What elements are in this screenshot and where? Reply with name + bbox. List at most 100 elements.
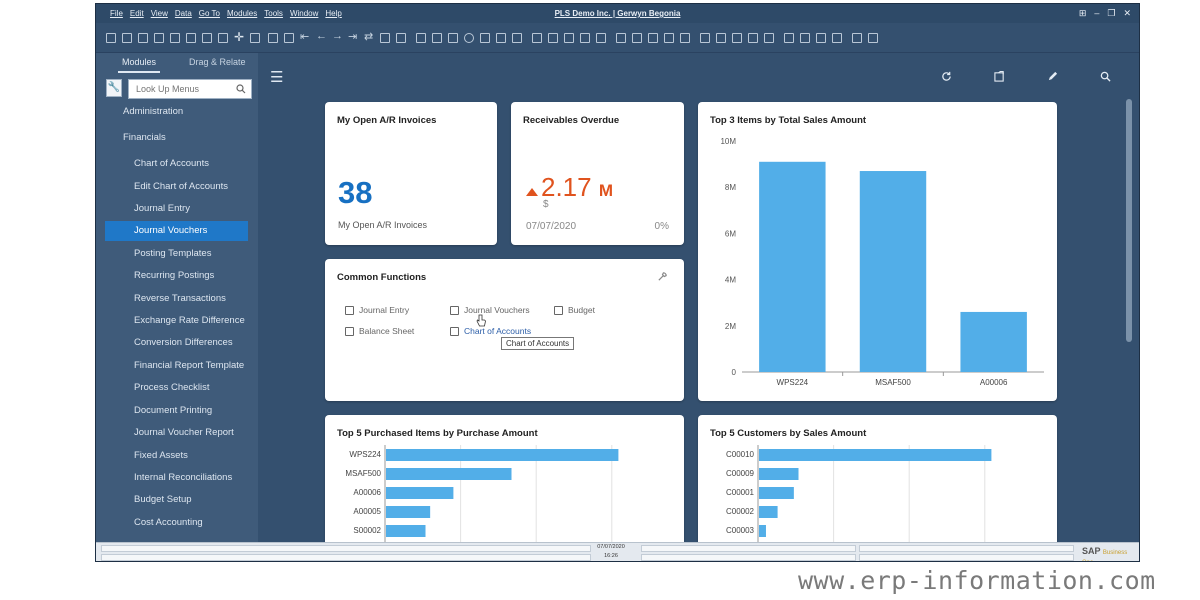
nav-administration[interactable]: Administration [123, 106, 184, 117]
nav-journal-entry[interactable]: Journal Entry [134, 203, 190, 214]
word-icon[interactable] [202, 33, 212, 43]
toolbar-icon[interactable] [648, 33, 658, 43]
tab-drag-relate[interactable]: Drag & Relate [189, 57, 246, 67]
wrench-icon[interactable]: 🔧 [106, 79, 122, 97]
print-preview-icon[interactable] [138, 33, 148, 43]
toolbar-icon[interactable] [496, 33, 506, 43]
toolbar-icon[interactable] [716, 33, 726, 43]
pdf-icon[interactable] [218, 33, 228, 43]
toolbar-icon[interactable] [170, 33, 180, 43]
receivables-overdue-card[interactable]: Receivables Overdue 2.17 M $ 07/07/2020 … [511, 102, 684, 245]
top3-items-card[interactable]: Top 3 Items by Total Sales Amount 0 2M 4M 6… [698, 102, 1057, 401]
menu-data[interactable]: Data [174, 9, 192, 18]
function-balance-sheet[interactable]: Balance Sheet [345, 326, 414, 336]
refresh-icon[interactable]: ⇄ [364, 31, 374, 43]
wrench-icon[interactable] [657, 271, 668, 282]
toolbar-icon[interactable] [764, 33, 774, 43]
toolbar-icon[interactable] [852, 33, 862, 43]
toolbar-icon[interactable] [732, 33, 742, 43]
nav-journal-vouchers[interactable]: Journal Vouchers [105, 221, 248, 241]
hamburger-menu-icon[interactable]: ☰ [270, 69, 284, 86]
nav-journal-voucher-report[interactable]: Journal Voucher Report [134, 427, 234, 438]
nav-edit-chart-of-accounts[interactable]: Edit Chart of Accounts [134, 181, 228, 192]
nav-internal-reconciliations[interactable]: Internal Reconciliations [134, 472, 233, 483]
nav-conversion-differences[interactable]: Conversion Differences [134, 337, 233, 348]
toolbar-icon[interactable] [784, 33, 794, 43]
move-icon[interactable]: ✛ [234, 30, 245, 44]
menu-modules[interactable]: Modules [227, 9, 258, 18]
menu-view[interactable]: View [150, 9, 168, 18]
toolbar-icon[interactable] [832, 33, 842, 43]
last-record-icon[interactable]: ⇥ [348, 31, 358, 43]
toolbar-icon[interactable] [580, 33, 590, 43]
toolbar-icon[interactable] [532, 33, 542, 43]
function-journal-entry[interactable]: Journal Entry [345, 305, 409, 315]
tab-modules[interactable]: Modules [117, 57, 161, 73]
top5-customers-card[interactable]: Top 5 Customers by Sales Amount C00010 C0… [698, 415, 1057, 542]
toolbar-icon[interactable] [380, 33, 390, 43]
toolbar-icon[interactable] [284, 33, 294, 43]
nav-document-printing[interactable]: Document Printing [134, 405, 213, 416]
refresh-icon[interactable] [941, 71, 952, 82]
nav-process-checklist[interactable]: Process Checklist [134, 382, 210, 393]
toolbar-icon[interactable] [106, 33, 116, 43]
toolbar-icon[interactable] [268, 33, 278, 43]
next-record-icon[interactable]: → [332, 30, 343, 42]
function-budget[interactable]: Budget [554, 305, 595, 315]
toolbar-icon[interactable] [632, 33, 642, 43]
nav-recurring-postings[interactable]: Recurring Postings [134, 270, 215, 281]
search-icon[interactable] [1100, 71, 1111, 82]
toolbar-icon[interactable] [480, 33, 490, 43]
vertical-scrollbar[interactable] [1126, 99, 1132, 342]
nav-posting-templates[interactable]: Posting Templates [134, 248, 212, 259]
previous-record-icon[interactable]: ← [316, 30, 327, 42]
toolbar-icon[interactable] [448, 33, 458, 43]
common-functions-card[interactable]: Common Functions Journal Entry Journal V… [325, 259, 684, 401]
toolbar-icon[interactable] [596, 33, 606, 43]
toolbar-icon[interactable] [800, 33, 810, 43]
nav-fixed-assets[interactable]: Fixed Assets [134, 450, 188, 461]
restore-icon[interactable]: ❐ [1107, 8, 1116, 18]
print-icon[interactable] [122, 33, 132, 43]
toolbar-icon[interactable] [416, 33, 426, 43]
lookup-menus-input[interactable] [129, 80, 229, 98]
nav-financials[interactable]: Financials [123, 132, 166, 143]
nav-chart-of-accounts[interactable]: Chart of Accounts [134, 158, 209, 169]
toolbar-icon[interactable] [816, 33, 826, 43]
function-chart-of-accounts[interactable]: Chart of Accounts [450, 326, 531, 336]
toolbar-icon[interactable] [616, 33, 626, 43]
grid-icon[interactable]: ⊞ [1078, 8, 1087, 18]
close-icon[interactable]: ✕ [1123, 8, 1131, 18]
nav-budget-setup[interactable]: Budget Setup [134, 494, 192, 505]
top5-purchased-card[interactable]: Top 5 Purchased Items by Purchase Amount… [325, 415, 684, 542]
toolbar-icon[interactable] [700, 33, 710, 43]
minimize-icon[interactable]: – [1094, 8, 1100, 18]
cockpit-icon[interactable] [994, 71, 1005, 82]
function-journal-vouchers[interactable]: Journal Vouchers [450, 305, 530, 315]
menu-tools[interactable]: Tools [264, 9, 283, 18]
toolbar-icon[interactable] [664, 33, 674, 43]
toolbar-icon[interactable] [680, 33, 690, 43]
edit-pencil-icon[interactable] [1047, 71, 1058, 82]
toolbar-icon[interactable] [396, 33, 406, 43]
nav-exchange-rate-difference[interactable]: Exchange Rate Difference [134, 315, 245, 326]
toolbar-icon[interactable] [748, 33, 758, 43]
menu-file[interactable]: File [110, 9, 123, 18]
menu-help[interactable]: Help [325, 9, 342, 18]
toolbar-icon[interactable] [548, 33, 558, 43]
first-record-icon[interactable]: ⇤ [300, 31, 310, 43]
nav-reverse-transactions[interactable]: Reverse Transactions [134, 293, 226, 304]
search-icon[interactable] [236, 84, 246, 94]
menu-edit[interactable]: Edit [129, 9, 144, 18]
menu-goto[interactable]: Go To [198, 9, 220, 18]
email-icon[interactable] [154, 33, 164, 43]
toolbar-icon[interactable] [512, 33, 522, 43]
nav-financial-report-template[interactable]: Financial Report Template [134, 360, 245, 371]
menu-window[interactable]: Window [289, 9, 319, 18]
excel-icon[interactable] [186, 33, 196, 43]
open-ar-invoices-card[interactable]: My Open A/R Invoices 38 My Open A/R Invo… [325, 102, 497, 245]
toolbar-icon[interactable] [432, 33, 442, 43]
toolbar-icon[interactable] [250, 33, 260, 43]
toolbar-icon[interactable] [868, 33, 878, 43]
toolbar-icon[interactable] [564, 33, 574, 43]
